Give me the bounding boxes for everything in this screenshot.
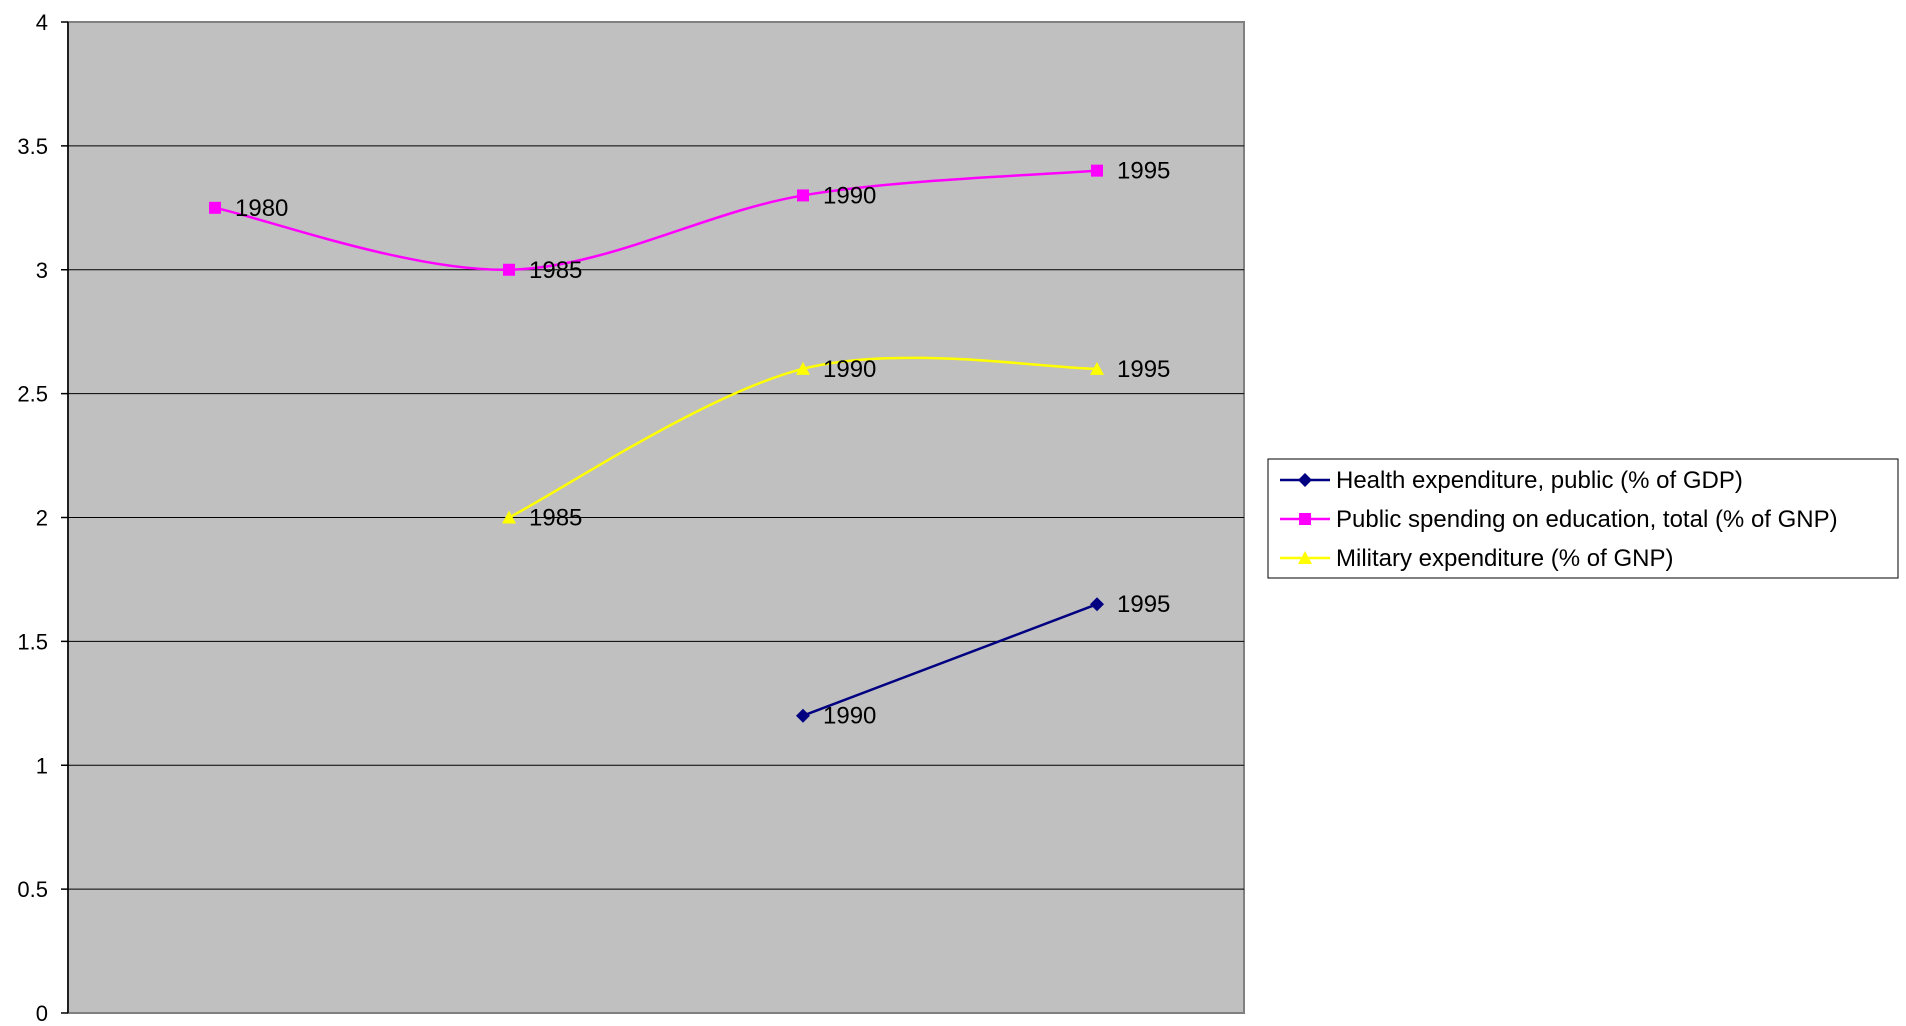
data-point-marker — [1090, 361, 1104, 375]
legend-item: Public spending on education, total (% o… — [1280, 506, 1838, 533]
legend-marker — [1298, 473, 1312, 487]
y-tick-label: 0.5 — [17, 877, 48, 902]
y-tick-label: 1.5 — [17, 629, 48, 654]
data-point-marker — [796, 708, 810, 723]
y-tick-label: 3.5 — [17, 134, 48, 159]
y-axis: 0 0.5 1 1.5 2 2.5 3 3.5 4 — [17, 10, 69, 1026]
y-tick-label: 4 — [36, 10, 48, 35]
data-point-marker — [503, 263, 515, 276]
series-line — [802, 603, 1098, 717]
legend-item: Military expenditure (% of GNP) — [1280, 545, 1673, 572]
series-line — [214, 169, 1098, 272]
legend-label: Military expenditure (% of GNP) — [1336, 545, 1673, 572]
legend-marker — [1299, 513, 1311, 525]
series-2: 1980 1985 1990 1995 — [209, 158, 1170, 284]
y-tick-label: 0 — [36, 1001, 48, 1026]
data-point-marker — [1091, 164, 1103, 177]
gridlines — [68, 145, 1244, 890]
legend-item: Health expenditure, public (% of GDP) — [1280, 467, 1743, 494]
legend-label: Health expenditure, public (% of GDP) — [1336, 467, 1743, 494]
data-label: 1990 — [823, 182, 876, 209]
data-label: 1990 — [823, 703, 876, 730]
data-point-marker — [796, 361, 810, 375]
data-label: 1995 — [1117, 356, 1170, 383]
data-label: 1985 — [529, 505, 582, 532]
data-label: 1985 — [529, 257, 582, 284]
data-point-marker — [797, 189, 809, 202]
y-tick-label: 3 — [36, 258, 48, 283]
data-label: 1990 — [823, 356, 876, 383]
data-point-marker — [209, 201, 221, 214]
series-layer: 1990 1995 1980 1985 1990 1995 1985 1990 1995 — [209, 158, 1170, 730]
y-tick-label: 2 — [36, 506, 48, 531]
data-label: 1980 — [235, 195, 288, 222]
data-point-marker — [1090, 597, 1104, 612]
legend-label: Public spending on education, total (% o… — [1336, 506, 1838, 533]
series-1: 1990 1995 — [796, 591, 1170, 730]
legend-box — [1267, 458, 1899, 579]
legend: Health expenditure, public (% of GDP) Pub… — [1267, 458, 1899, 579]
y-tick-label: 1 — [36, 753, 48, 778]
data-label: 1995 — [1117, 158, 1170, 185]
y-tick-label: 2.5 — [17, 382, 48, 407]
data-point-marker — [502, 510, 516, 524]
data-label: 1995 — [1117, 591, 1170, 618]
series-3: 1985 1990 1995 — [502, 356, 1170, 532]
legend-marker — [1298, 551, 1312, 564]
